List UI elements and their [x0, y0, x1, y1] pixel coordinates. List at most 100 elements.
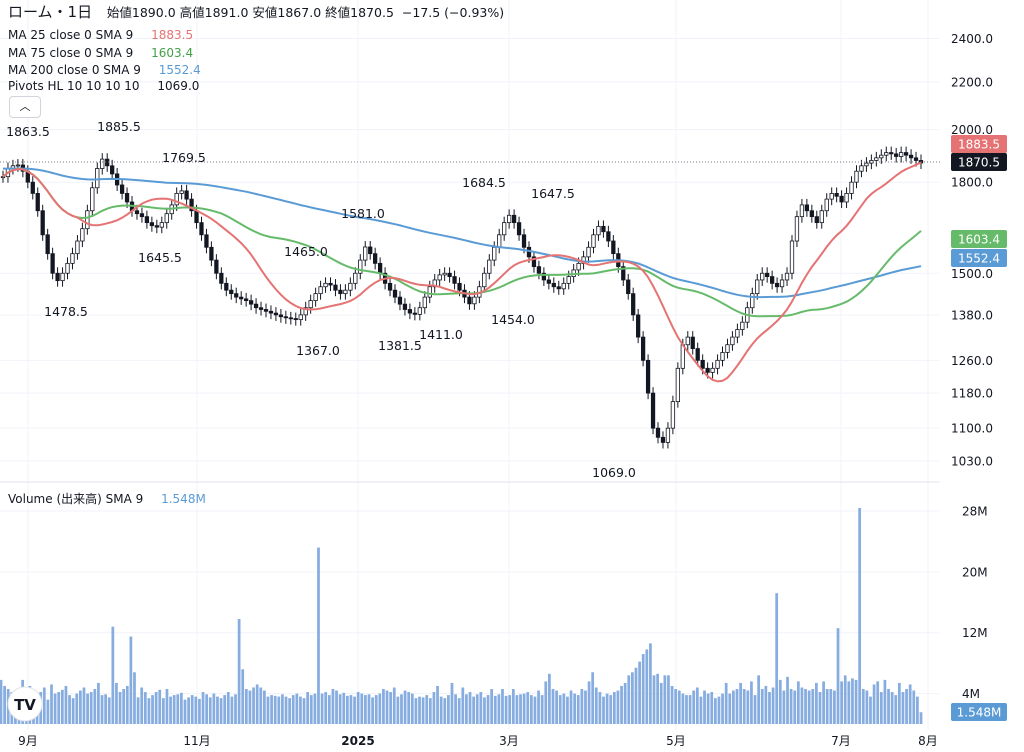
- volume-bar: [418, 696, 421, 724]
- price-tick-label: 2400.0: [951, 32, 993, 46]
- volume-bar: [410, 693, 414, 724]
- volume-bar: [869, 696, 872, 724]
- candle-up: [323, 282, 328, 288]
- volume-bar: [919, 712, 923, 724]
- ma75-legend[interactable]: MA 75 close 0 SMA 9 1603.4: [8, 44, 193, 62]
- volume-bar: [533, 696, 537, 724]
- volume-bar: [187, 697, 190, 724]
- volume-bar: [400, 694, 403, 724]
- volume-bar: [566, 696, 569, 724]
- volume-bar: [833, 690, 836, 724]
- volume-tick-label: 12M: [962, 626, 988, 640]
- volume-bar: [230, 696, 234, 724]
- candle-up: [65, 262, 70, 274]
- candle-down: [402, 303, 408, 310]
- volume-bar: [782, 690, 786, 724]
- volume-bar: [836, 628, 840, 724]
- volume-bar: [335, 690, 338, 724]
- volume-bars: [0, 508, 923, 724]
- ma200-price-badge-text: 1552.4: [958, 252, 1000, 266]
- volume-bar: [573, 693, 577, 724]
- pivot-label: 1367.0: [296, 343, 340, 358]
- last-price-badge-text: 1870.5: [958, 156, 1000, 170]
- price-axis[interactable]: 1030.0 1100.0 1180.0 1260.0 1380.0 1500.0 1800…: [951, 32, 993, 468]
- candle-up: [859, 165, 864, 172]
- candle-down: [248, 300, 254, 305]
- volume-bar: [374, 695, 378, 724]
- candle-down: [631, 293, 636, 316]
- volume-bar: [457, 698, 461, 724]
- time-axis[interactable]: 9月 11月 2025 3月 5月 7月 8月: [18, 734, 938, 748]
- volume-price-badge: [951, 703, 1007, 721]
- volume-bar: [223, 695, 227, 724]
- candle-up: [502, 222, 507, 236]
- candle-down: [640, 336, 646, 361]
- pivot-label: 1769.5: [162, 150, 206, 165]
- candle-up: [799, 204, 805, 218]
- volume-bar: [497, 694, 501, 724]
- pivots-legend[interactable]: Pivots HL 10 10 10 10 1069.0: [8, 77, 199, 95]
- candle-down: [913, 157, 919, 161]
- volume-legend[interactable]: Volume (出来高) SMA 9 1.548M: [8, 490, 206, 508]
- volume-bar: [623, 682, 627, 724]
- candle-up: [417, 307, 422, 315]
- price-tick-label: 1100.0: [951, 422, 993, 436]
- volume-bar: [529, 695, 533, 724]
- tradingview-logo[interactable]: TV: [7, 686, 43, 722]
- volume-bar: [270, 695, 273, 724]
- volume-axis[interactable]: 4M 12M 20M 28M: [962, 505, 988, 702]
- volume-bar: [501, 689, 504, 724]
- candle-up: [824, 198, 829, 212]
- ma25-price-badge: [951, 135, 1007, 153]
- candle-up: [779, 279, 785, 288]
- candle-up: [874, 157, 879, 161]
- volume-bar: [317, 547, 320, 724]
- collapse-legend-button[interactable]: ︿: [9, 96, 41, 118]
- svg-text:TV: TV: [14, 696, 36, 714]
- candle-up: [507, 214, 512, 224]
- ma200-price-badge: [951, 249, 1007, 267]
- volume-bar: [652, 675, 656, 724]
- volume-bar: [569, 690, 573, 724]
- volume-bar: [3, 685, 6, 724]
- candle-up: [348, 282, 353, 291]
- volume-bar: [378, 693, 382, 724]
- volume-bar: [183, 699, 187, 724]
- volume-tick-label: 28M: [962, 505, 988, 519]
- candle-down: [263, 309, 269, 312]
- volume-bar: [42, 687, 46, 724]
- volume-bar: [53, 693, 57, 724]
- volume-bar: [226, 692, 230, 724]
- volume-bar: [407, 692, 411, 724]
- volume-bar: [111, 626, 115, 724]
- ma25-legend[interactable]: MA 25 close 0 SMA 9 1883.5: [8, 26, 193, 44]
- volume-bar: [190, 695, 194, 724]
- candle-up: [784, 272, 790, 281]
- candle-down: [511, 214, 517, 224]
- candle-up: [482, 272, 487, 288]
- volume-bar: [71, 698, 75, 724]
- volume-bar: [771, 687, 775, 724]
- candle-down: [556, 286, 561, 290]
- candle-up: [725, 344, 730, 353]
- close-value: 1870.5: [350, 5, 394, 20]
- ma200-legend[interactable]: MA 200 close 0 SMA 9 1552.4: [8, 61, 201, 79]
- volume-bar: [93, 689, 97, 724]
- candle-down: [412, 312, 417, 315]
- time-tick-label: 11月: [183, 734, 210, 748]
- candle-up: [90, 187, 95, 212]
- ma75-price-badge-text: 1603.4: [958, 233, 1000, 247]
- candle-down: [278, 314, 284, 318]
- volume-bar: [562, 693, 566, 724]
- volume-bar: [594, 687, 598, 724]
- symbol-legend[interactable]: ローム・1日 始値1890.0 高値1891.0 安値1867.0 終値1870…: [8, 3, 504, 22]
- candle-down: [536, 266, 542, 274]
- symbol-name[interactable]: ローム・1日: [8, 3, 93, 21]
- candle-down: [368, 246, 373, 255]
- volume-bar: [64, 685, 68, 724]
- volume-tick-label: 20M: [962, 565, 988, 579]
- volume-bar: [288, 698, 291, 724]
- volume-bar: [60, 689, 64, 724]
- candle-down: [50, 253, 55, 274]
